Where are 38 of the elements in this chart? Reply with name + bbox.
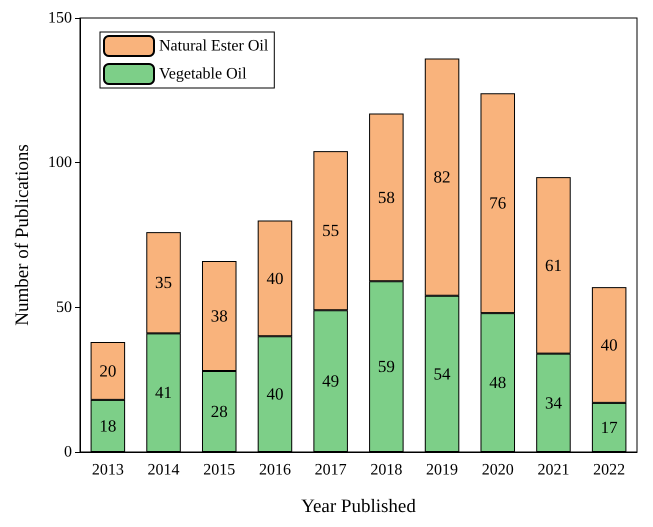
data-label: 40 bbox=[600, 335, 618, 354]
data-label: 76 bbox=[489, 194, 506, 213]
data-label: 20 bbox=[99, 361, 116, 380]
legend-label: Vegetable Oil bbox=[159, 66, 248, 82]
x-tick-label: 2021 bbox=[537, 462, 570, 478]
x-tick-label: 2013 bbox=[92, 462, 124, 478]
x-tick-label: 2014 bbox=[148, 462, 180, 478]
data-label: 34 bbox=[544, 393, 562, 412]
data-label: 55 bbox=[322, 221, 340, 240]
data-label: 61 bbox=[544, 256, 562, 275]
data-label: 82 bbox=[434, 168, 451, 187]
x-tick-label: 2020 bbox=[482, 462, 514, 478]
y-tick-label: 100 bbox=[48, 154, 72, 172]
data-label: 41 bbox=[155, 383, 172, 402]
x-tick-label: 2019 bbox=[426, 462, 458, 478]
data-label: 48 bbox=[489, 373, 506, 392]
x-axis-title: Year Published bbox=[301, 496, 416, 517]
data-label: 28 bbox=[210, 402, 228, 421]
data-label: 38 bbox=[210, 306, 228, 326]
x-tick-label: 2016 bbox=[258, 462, 291, 478]
data-label: 49 bbox=[322, 372, 340, 391]
x-tick-label: 2017 bbox=[314, 462, 347, 478]
data-label: 17 bbox=[600, 418, 618, 437]
data-label: 58 bbox=[378, 188, 395, 207]
data-label: 40 bbox=[266, 384, 284, 404]
y-tick-label: 0 bbox=[64, 444, 72, 460]
data-label: 40 bbox=[266, 268, 284, 288]
data-label: 54 bbox=[434, 364, 452, 384]
legend-label: Natural Ester Oil bbox=[159, 38, 269, 54]
y-tick-label: 50 bbox=[56, 298, 72, 316]
y-tick-label: 150 bbox=[48, 10, 72, 26]
x-tick-label: 2018 bbox=[370, 462, 402, 478]
data-label: 35 bbox=[155, 273, 172, 292]
x-tick-label: 2015 bbox=[203, 462, 236, 478]
data-label: 59 bbox=[378, 357, 395, 376]
x-tick-label: 2022 bbox=[593, 462, 626, 478]
y-axis-title: Number of Publications bbox=[12, 144, 33, 326]
data-label: 18 bbox=[99, 416, 116, 436]
